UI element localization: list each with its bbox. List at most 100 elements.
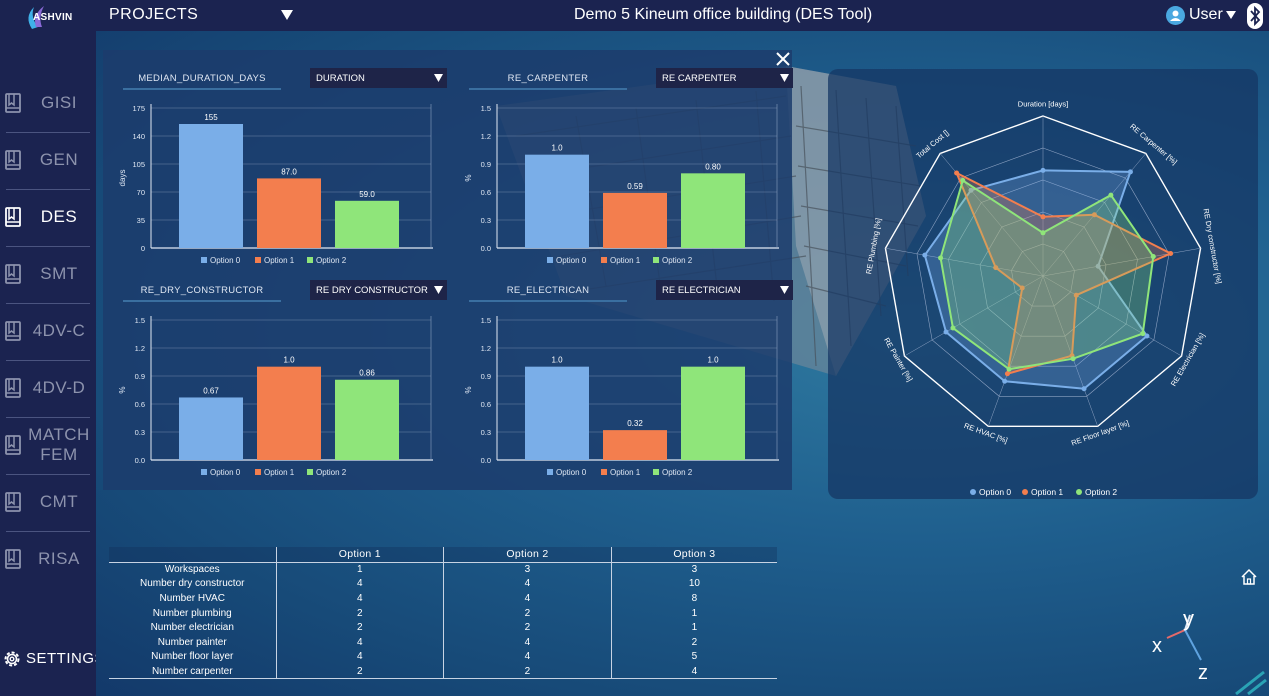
sidebar-item-cmt[interactable]: CMT <box>0 479 96 525</box>
axis-gizmo[interactable]: y x z <box>1145 600 1225 684</box>
sidebar-item-smt[interactable]: SMT <box>0 251 96 297</box>
table-cell: 8 <box>610 591 777 606</box>
legend-label[interactable]: Option 0 <box>979 487 1011 497</box>
chart-median-duration: MEDIAN_DURATION_DAYS DURATION 0 35 70 105 14… <box>103 68 447 280</box>
book-icon <box>5 207 21 227</box>
legend-swatch <box>653 257 659 263</box>
legend-label[interactable]: Option 0 <box>210 256 241 265</box>
bar-option-2 <box>335 379 399 460</box>
bar-value-label: 1.0 <box>707 356 719 365</box>
legend-label[interactable]: Option 1 <box>264 468 295 477</box>
legend-label[interactable]: Option 2 <box>1085 487 1117 497</box>
sidebar-item-gen[interactable]: GEN <box>0 137 96 183</box>
sidebar-item-risa[interactable]: RISA <box>0 536 96 582</box>
legend-label[interactable]: Option 1 <box>1031 487 1063 497</box>
sidebar-item-label: RISA <box>38 549 80 568</box>
header-bar: PROJECTS Demo 5 Kineum office building (… <box>96 0 1269 31</box>
sidebar-item-label: GEN <box>39 150 79 169</box>
bar-option-2 <box>681 366 745 460</box>
legend-label[interactable]: Option 0 <box>556 256 587 265</box>
sidebar-item-match-fem[interactable]: MATCH FEM <box>0 422 96 468</box>
legend-label[interactable]: Option 2 <box>316 256 347 265</box>
table-row: Number electrician 2 2 1 <box>109 620 777 635</box>
table-header-row: Option 1 Option 2 Option 3 <box>109 547 777 563</box>
chart-select-carpenter[interactable]: RE CARPENTER <box>656 68 793 88</box>
legend-swatch <box>1022 489 1028 495</box>
y-tick-label: 1.2 <box>135 344 145 353</box>
resize-handle[interactable] <box>1234 670 1269 696</box>
radar-point <box>1168 250 1174 256</box>
sidebar-item-4dv-d[interactable]: 4DV-D <box>0 365 96 411</box>
legend-label[interactable]: Option 2 <box>662 256 693 265</box>
sidebar-item-4dv-c[interactable]: 4DV-C <box>0 308 96 354</box>
y-tick-label: 175 <box>132 104 145 113</box>
user-avatar[interactable] <box>1166 6 1185 25</box>
legend-label[interactable]: Option 1 <box>264 256 295 265</box>
radar-spoke <box>1042 275 1182 357</box>
chart-re-dry-constructor: RE_DRY_CONSTRUCTOR RE DRY CONSTRUCTOR 0.… <box>103 280 447 492</box>
radar-axis-label: RE Dry constructor [%] <box>1201 208 1223 285</box>
legend-label[interactable]: Option 0 <box>210 468 241 477</box>
chart-select-electrician[interactable]: RE ELECTRICIAN <box>656 280 793 300</box>
chart-select-duration[interactable]: DURATION <box>310 68 447 88</box>
radar-spoke <box>988 275 1044 427</box>
radar-point <box>1108 192 1114 198</box>
row-label: Number HVAC <box>159 592 225 604</box>
radar-spoke <box>904 275 1044 357</box>
close-icon[interactable] <box>774 50 792 68</box>
dropdown-arrow-icon <box>780 74 789 82</box>
radar-point <box>960 177 966 183</box>
sidebar-item-label: GISI <box>40 93 77 112</box>
chart-title: MEDIAN_DURATION_DAYS <box>138 73 266 84</box>
nav-divider <box>6 246 90 247</box>
table-cell: 1 <box>610 605 777 621</box>
radar-series-0 <box>923 169 1149 390</box>
gear-icon <box>4 651 20 667</box>
sidebar-item-label: 4DV-D <box>32 378 86 397</box>
y-axis-label: days <box>118 170 127 187</box>
legend-label[interactable]: Option 2 <box>662 468 693 477</box>
legend-label[interactable]: Option 2 <box>316 468 347 477</box>
legend-label[interactable]: Option 1 <box>610 468 641 477</box>
dropdown-arrow-icon <box>780 286 789 294</box>
y-tick-label: 0.6 <box>481 400 491 409</box>
bar-value-label: 0.80 <box>705 162 721 171</box>
table-row: Number painter 4 4 2 <box>109 634 777 650</box>
legend-swatch <box>547 469 553 475</box>
table-cell: 4 <box>275 649 444 665</box>
user-label[interactable]: User <box>1189 6 1223 23</box>
table-cell: 1 <box>275 562 444 577</box>
table-cell: 2 <box>275 664 444 680</box>
summary-table: Option 1 Option 2 Option 3 Workspaces 1 3 3 Nu… <box>109 547 777 680</box>
radar-chart: Duration [days] RE Carpenter [%] RE Dry co… <box>864 99 1223 497</box>
legend-label[interactable]: Option 0 <box>556 468 587 477</box>
chart-select-dry-constructor[interactable]: RE DRY CONSTRUCTOR <box>310 280 447 300</box>
projects-dropdown-icon[interactable] <box>280 9 294 21</box>
radar-point <box>1127 169 1133 175</box>
bluetooth-icon[interactable] <box>1246 2 1264 30</box>
book-icon <box>5 435 21 455</box>
bar-option-0 <box>525 154 589 248</box>
row-label: Number dry constructor <box>140 578 245 590</box>
y-tick-label: 1.2 <box>481 344 491 353</box>
nav-divider <box>6 132 90 133</box>
legend-swatch <box>653 469 659 475</box>
sidebar-item-des[interactable]: DES <box>0 194 96 240</box>
home-icon[interactable] <box>1240 568 1258 586</box>
bar-value-label: 0.67 <box>203 386 219 395</box>
table-cell: 4 <box>443 634 612 650</box>
gizmo-z-label: z <box>1198 662 1208 684</box>
radar-point <box>1073 292 1079 298</box>
sidebar-item-gisi[interactable]: GISI <box>0 80 96 126</box>
y-tick-label: 1.2 <box>481 132 491 141</box>
radar-point <box>1006 366 1012 372</box>
bar-chart: 0 35 70 105 140 175 days 155 87.0 59.0 Option 0 Opt… <box>118 104 433 265</box>
legend-label[interactable]: Option 1 <box>610 256 641 265</box>
settings-button[interactable]: SETTINGS <box>0 646 105 672</box>
radar-point <box>1019 285 1025 291</box>
user-menu-icon[interactable] <box>1226 11 1236 19</box>
nav-divider <box>6 303 90 304</box>
nav-divider <box>6 474 90 475</box>
book-icon <box>5 150 21 170</box>
sidebar-item-label: MATCH FEM <box>28 425 90 464</box>
